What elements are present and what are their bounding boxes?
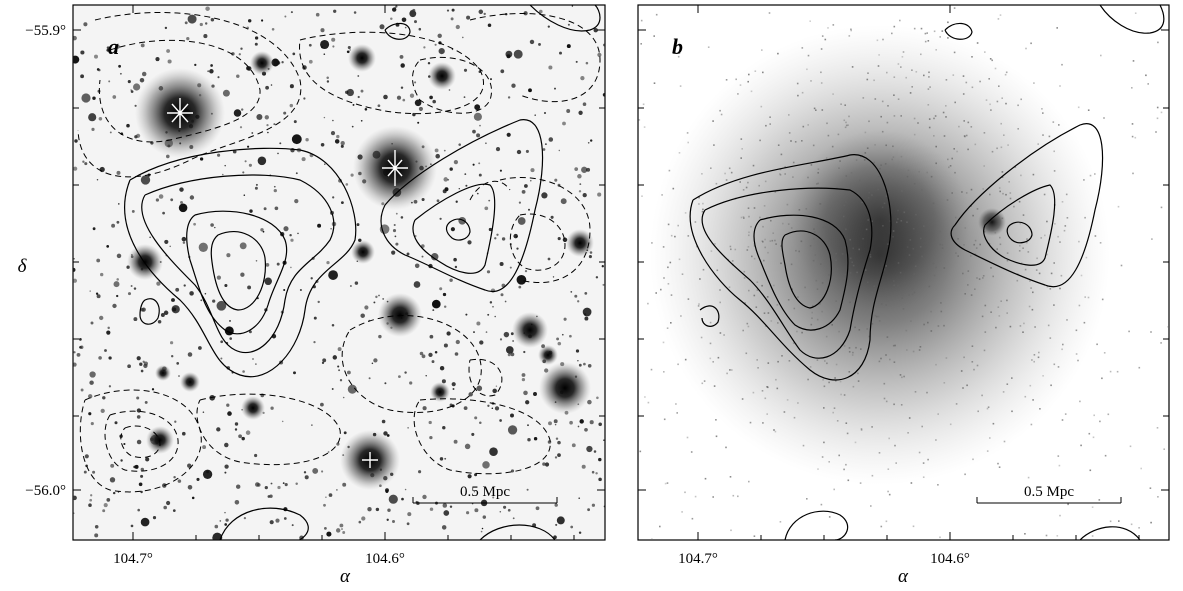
panel-b-xtick-1: 104.7° (678, 551, 718, 567)
panel-b-scale-label: 0.5 Mpc (1024, 484, 1074, 500)
panel-a-ticks (73, 5, 605, 540)
panel-a-xtick-2: 104.6° (365, 551, 405, 567)
saturated-star-cores (167, 98, 408, 468)
panel-b-xlabel: α (898, 566, 909, 587)
dashed-contours (77, 12, 601, 493)
solid-contours (124, 5, 601, 540)
panel-b: b 104.7° 104.6° α 0.5 Mpc (637, 4, 1170, 587)
xray-compact-source (978, 208, 1006, 236)
panel-a: a −55.9° −56.0° 104.7° 104.6° α δ 0.5 Mp… (18, 4, 606, 587)
panel-b-label: b (672, 34, 683, 59)
panel-a-xlabel: α (340, 566, 351, 587)
panel-b-ticks (638, 5, 1169, 540)
panel-a-label: a (108, 34, 119, 59)
panel-a-xtick-1: 104.7° (113, 551, 153, 567)
panel-a-ylabel: δ (18, 256, 28, 277)
panel-b-contours (689, 5, 1165, 540)
panel-a-scale-bar (412, 497, 558, 504)
panel-a-ytick-2: −56.0° (25, 483, 66, 499)
panel-b-xtick-2: 104.6° (930, 551, 970, 567)
panel-a-ytick-1: −55.9° (25, 23, 66, 39)
panel-b-scale-bar (976, 497, 1122, 504)
panel-b-photon-noise (638, 7, 1169, 540)
panel-a-scale-label: 0.5 Mpc (460, 484, 510, 500)
